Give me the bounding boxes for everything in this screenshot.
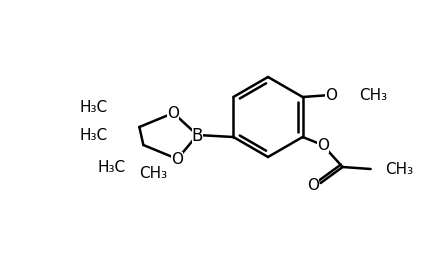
Text: O: O — [307, 178, 319, 193]
Text: O: O — [167, 106, 179, 121]
Text: H₃C: H₃C — [79, 100, 107, 115]
Text: O: O — [325, 88, 337, 103]
Text: H₃C: H₃C — [79, 128, 107, 143]
Text: CH₃: CH₃ — [358, 88, 387, 103]
Text: H₃C: H₃C — [97, 160, 125, 175]
Text: CH₃: CH₃ — [139, 166, 168, 181]
Text: O: O — [171, 152, 183, 167]
Text: O: O — [316, 138, 329, 153]
Text: B: B — [192, 126, 203, 145]
Text: CH₃: CH₃ — [384, 162, 413, 177]
